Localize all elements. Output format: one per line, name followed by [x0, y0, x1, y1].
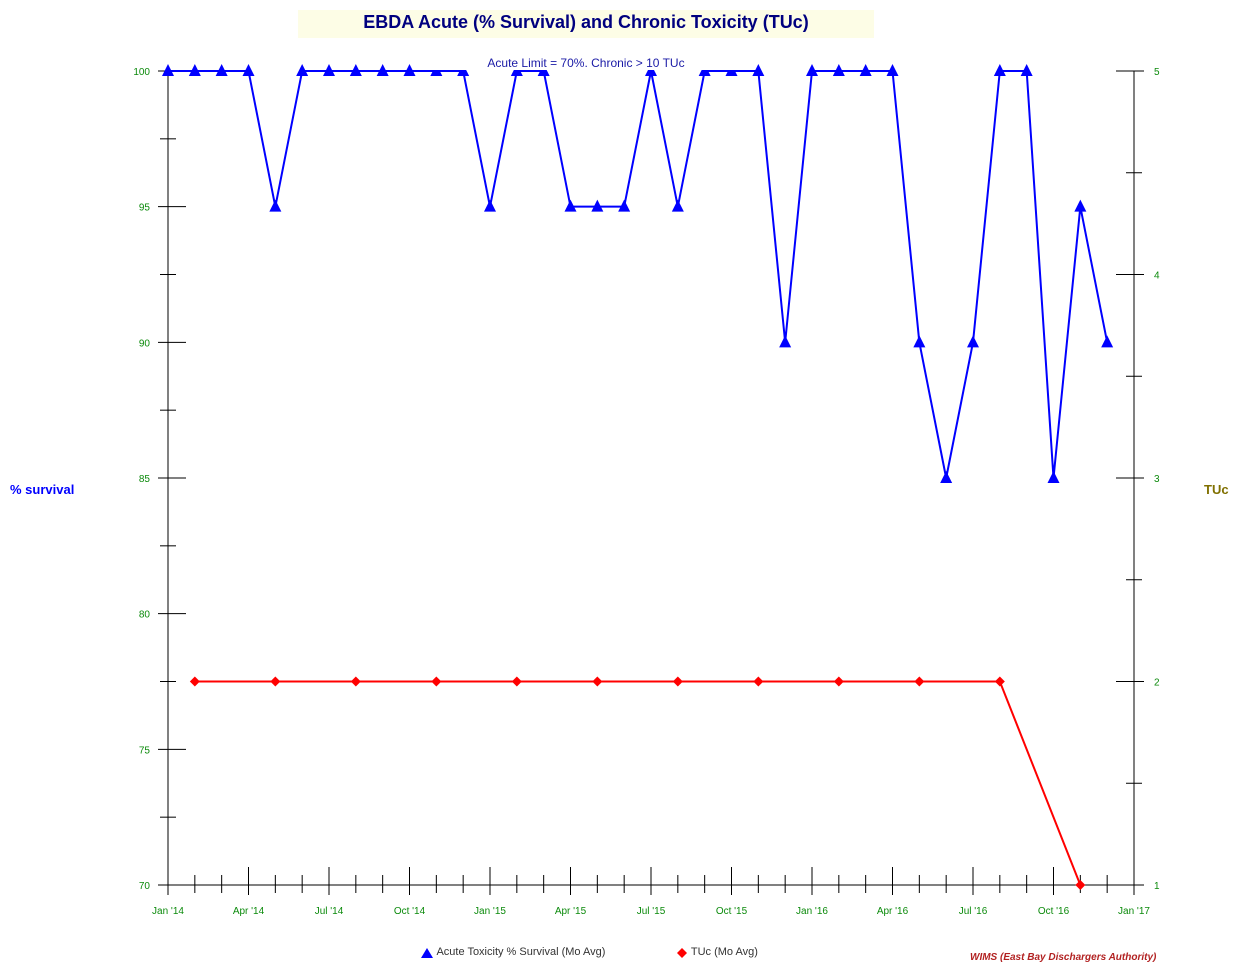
acute-survival-point: [1020, 64, 1033, 76]
x-tick-label: Jul '14: [315, 906, 344, 917]
acute-survival-point: [510, 64, 523, 76]
acute-survival-point: [296, 64, 309, 76]
y-axis-right-label: TUc: [1204, 482, 1229, 497]
y-axis-left-label: % survival: [10, 482, 75, 497]
acute-survival-point: [349, 64, 362, 76]
x-tick-label: Jan '16: [796, 906, 828, 917]
y-left-tick-label: 70: [139, 881, 151, 892]
acute-survival-point: [1074, 199, 1087, 212]
y-right-tick-label: 2: [1154, 678, 1160, 689]
y-left-tick-label: 90: [139, 338, 151, 349]
acute-survival-point: [779, 335, 792, 348]
acute-survival-point: [323, 64, 335, 76]
diamond-marker-icon: [677, 948, 687, 959]
y-left-tick-label: 80: [139, 610, 151, 621]
legend-item-tuc: TUc (Mo Avg): [676, 946, 758, 959]
acute-survival-point: [457, 64, 470, 76]
x-tick-label: Jan '15: [474, 906, 506, 917]
acute-survival-point: [376, 64, 389, 76]
acute-survival-point: [430, 64, 443, 76]
tuc-point: [672, 676, 683, 687]
acute-survival-point: [698, 64, 711, 76]
acute-survival-point: [859, 64, 872, 76]
acute-survival-point: [967, 335, 979, 348]
tuc-point: [994, 676, 1005, 687]
x-tick-label: Oct '14: [394, 906, 426, 917]
title-background: [298, 10, 874, 38]
x-tick-label: Apr '16: [877, 906, 909, 917]
acute-survival-point: [886, 64, 899, 76]
x-tick-label: Oct '16: [1038, 906, 1070, 917]
acute-survival-point: [215, 64, 228, 76]
acute-survival-point: [725, 64, 738, 76]
tuc-point: [1075, 880, 1086, 890]
y-left-tick-label: 100: [133, 67, 150, 78]
acute-survival-point: [269, 199, 282, 212]
y-right-tick-label: 1: [1154, 881, 1160, 892]
tuc-point: [511, 676, 522, 687]
x-tick-label: Jan '14: [152, 906, 184, 917]
acute-survival-point: [1101, 335, 1114, 348]
tuc-point: [914, 676, 925, 687]
x-tick-label: Apr '14: [233, 906, 265, 917]
x-tick-label: Apr '15: [555, 906, 587, 917]
chart-subtitle: Acute Limit = 70%. Chronic > 10 TUc: [420, 56, 752, 70]
source-credit: WIMS (East Bay Dischargers Authority): [970, 952, 1157, 963]
tuc-point: [350, 676, 361, 687]
tuc-point: [431, 676, 442, 687]
acute-survival-point: [242, 64, 255, 76]
tuc-line: [194, 680, 1082, 886]
acute-survival-point: [806, 64, 818, 76]
acute-survival-point: [591, 199, 604, 212]
y-left-tick-label: 85: [139, 474, 151, 485]
acute-survival-point: [618, 199, 631, 212]
acute-survival-point: [188, 64, 201, 76]
tuc-point: [753, 676, 764, 687]
x-tick-label: Jul '16: [959, 906, 988, 917]
tuc-point: [270, 676, 281, 687]
acute-survival-point: [913, 335, 926, 348]
acute-survival-point: [564, 199, 577, 212]
acute-survival-line: [168, 70, 1109, 479]
chart-title: EBDA Acute (% Survival) and Chronic Toxi…: [363, 12, 809, 32]
acute-survival-point: [1047, 471, 1060, 483]
acute-survival-point: [162, 64, 174, 76]
acute-survival-point: [484, 199, 496, 212]
y-right-tick-label: 4: [1154, 271, 1160, 282]
tuc-point: [189, 676, 200, 687]
acute-survival-point: [645, 64, 657, 76]
acute-survival-point: [537, 64, 550, 76]
tuc-point: [833, 676, 844, 687]
acute-survival-point: [403, 64, 416, 76]
legend-label-acute: Acute Toxicity % Survival (Mo Avg): [436, 946, 606, 958]
acute-survival-point: [832, 64, 845, 76]
x-tick-label: Oct '15: [716, 906, 748, 917]
tuc-point: [592, 676, 603, 687]
y-right-tick-label: 3: [1154, 474, 1160, 485]
acute-survival-point: [993, 64, 1006, 76]
acute-survival-point: [940, 471, 953, 483]
legend-item-acute: Acute Toxicity % Survival (Mo Avg): [420, 946, 606, 959]
acute-survival-point: [752, 64, 765, 76]
x-tick-label: Jan '17: [1118, 906, 1150, 917]
x-tick-label: Jul '15: [637, 906, 666, 917]
legend-label-tuc: TUc (Mo Avg): [690, 946, 758, 958]
y-left-tick-label: 95: [139, 203, 151, 214]
y-right-tick-label: 5: [1154, 67, 1160, 78]
acute-survival-point: [671, 199, 684, 212]
y-left-tick-label: 75: [139, 745, 151, 756]
triangle-marker-icon: [421, 948, 433, 959]
